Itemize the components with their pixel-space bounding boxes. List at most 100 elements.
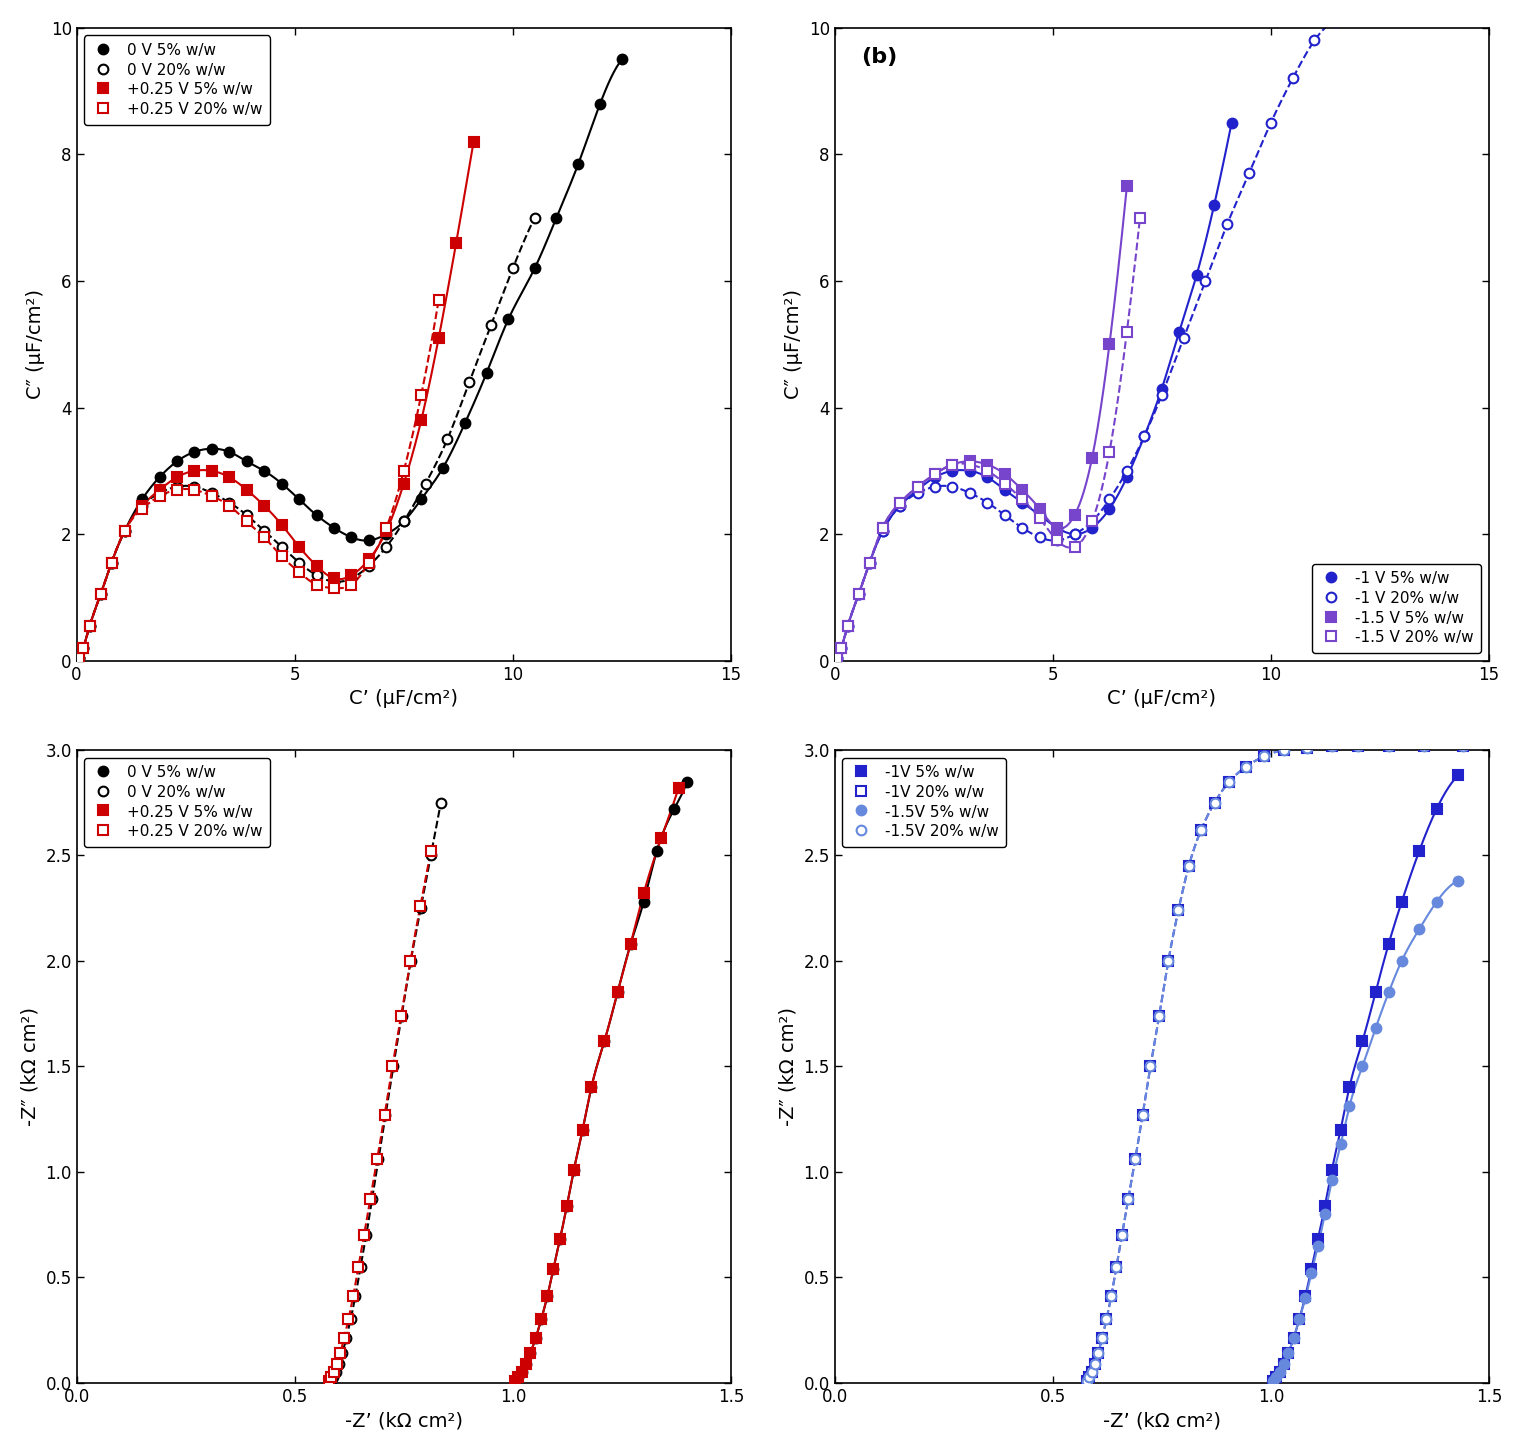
- +0.25 V 20% w/w: [324, 579, 343, 596]
- -1.5V 5% w/w: [1331, 1136, 1349, 1154]
- -1.5 V 20% w/w: [1048, 531, 1066, 548]
- 0 V 5% w/w: [203, 440, 221, 457]
- +0.25 V 5% w/w: [544, 1259, 562, 1277]
- +0.25 V 20% w/w: [133, 501, 151, 518]
- -1V 20% w/w: [1255, 747, 1273, 765]
- -1.5V 20% w/w: [1237, 757, 1255, 775]
- 0 V 20% w/w: [359, 557, 378, 575]
- +0.25 V 20% w/w: [75, 640, 93, 657]
- -1V 20% w/w: [1141, 1058, 1159, 1075]
- +0.25 V 5% w/w: [621, 936, 640, 953]
- -1 V 20% w/w: [1031, 528, 1049, 546]
- -1.5V 20% w/w: [1141, 1058, 1159, 1075]
- +0.25 V 20% w/w: [401, 952, 419, 969]
- -1.5 V 20% w/w: [1031, 509, 1049, 527]
- -1 V 5% w/w: [1048, 519, 1066, 537]
- -1.5 V 20% w/w: [860, 554, 879, 572]
- -1.5 V 20% w/w: [891, 493, 909, 511]
- -1V 20% w/w: [1133, 1106, 1151, 1123]
- 0 V 20% w/w: [186, 477, 204, 495]
- -1 V 20% w/w: [961, 485, 979, 502]
- -1 V 5% w/w: [874, 522, 892, 540]
- +0.25 V 20% w/w: [203, 488, 221, 505]
- -1.5 V 5% w/w: [1031, 501, 1049, 518]
- -1V 5% w/w: [1270, 1364, 1288, 1381]
- -1.5V 20% w/w: [1150, 1007, 1168, 1024]
- Legend: 0 V 5% w/w, 0 V 20% w/w, +0.25 V 5% w/w, +0.25 V 20% w/w: 0 V 5% w/w, 0 V 20% w/w, +0.25 V 5% w/w,…: [84, 35, 270, 125]
- 0 V 20% w/w: [394, 512, 413, 530]
- 0 V 20% w/w: [81, 617, 99, 634]
- -1 V 5% w/w: [832, 640, 850, 657]
- 0 V 20% w/w: [411, 900, 429, 917]
- Line: -1.5 V 20% w/w: -1.5 V 20% w/w: [832, 213, 1145, 663]
- -1.5 V 5% w/w: [839, 617, 857, 634]
- +0.25 V 20% w/w: [91, 586, 110, 604]
- 0 V 5% w/w: [525, 260, 544, 277]
- +0.25 V 20% w/w: [376, 1106, 394, 1123]
- -1V 5% w/w: [1284, 1329, 1302, 1347]
- 0 V 20% w/w: [525, 209, 544, 226]
- -1V 20% w/w: [1380, 737, 1398, 755]
- 0 V 5% w/w: [81, 617, 99, 634]
- +0.25 V 5% w/w: [343, 566, 361, 583]
- -1.5V 20% w/w: [1125, 1151, 1144, 1168]
- 0 V 5% w/w: [509, 1368, 527, 1386]
- -1V 20% w/w: [1119, 1190, 1138, 1207]
- 0 V 5% w/w: [434, 459, 452, 476]
- -1 V 5% w/w: [1013, 493, 1031, 511]
- +0.25 V 20% w/w: [254, 528, 273, 546]
- 0 V 5% w/w: [544, 1259, 562, 1277]
- -1 V 5% w/w: [1100, 501, 1118, 518]
- -1V 5% w/w: [1354, 1032, 1372, 1049]
- 0 V 5% w/w: [512, 1364, 530, 1381]
- -1V 20% w/w: [1220, 773, 1238, 791]
- +0.25 V 5% w/w: [551, 1230, 570, 1248]
- 0 V 20% w/w: [343, 570, 361, 588]
- Line: -1.5V 20% w/w: -1.5V 20% w/w: [1081, 741, 1468, 1386]
- Line: -1 V 20% w/w: -1 V 20% w/w: [832, 16, 1342, 663]
- 0 V 20% w/w: [91, 586, 110, 604]
- -1.5V 20% w/w: [1089, 1345, 1107, 1362]
- -1.5 V 5% w/w: [1013, 482, 1031, 499]
- 0 V 5% w/w: [621, 936, 640, 953]
- +0.25 V 5% w/w: [151, 482, 169, 499]
- +0.25 V 5% w/w: [574, 1120, 592, 1138]
- -1.5 V 20% w/w: [996, 474, 1014, 492]
- 0 V 5% w/w: [343, 528, 361, 546]
- -1.5V 20% w/w: [1159, 952, 1177, 969]
- -1V 20% w/w: [1150, 1007, 1168, 1024]
- -1V 5% w/w: [1366, 984, 1384, 1001]
- -1.5 V 5% w/w: [908, 477, 926, 495]
- -1.5 V 5% w/w: [961, 453, 979, 470]
- -1.5V 5% w/w: [1296, 1290, 1314, 1307]
- Line: 0 V 5% w/w: 0 V 5% w/w: [510, 776, 691, 1386]
- Line: -1.5 V 5% w/w: -1.5 V 5% w/w: [832, 181, 1132, 663]
- +0.25 V 5% w/w: [91, 586, 110, 604]
- 0 V 20% w/w: [308, 566, 326, 583]
- +0.25 V 20% w/w: [81, 617, 99, 634]
- +0.25 V 5% w/w: [652, 830, 670, 847]
- +0.25 V 20% w/w: [413, 386, 431, 403]
- -1 V 20% w/w: [978, 493, 996, 511]
- X-axis label: C’ (μF/cm²): C’ (μF/cm²): [349, 689, 458, 708]
- -1V 20% w/w: [1159, 952, 1177, 969]
- +0.25 V 5% w/w: [516, 1355, 535, 1373]
- 0 V 20% w/w: [402, 952, 420, 969]
- +0.25 V 5% w/w: [509, 1368, 527, 1386]
- 0 V 20% w/w: [203, 485, 221, 502]
- +0.25 V 20% w/w: [340, 1310, 358, 1328]
- -1 V 5% w/w: [1066, 525, 1084, 543]
- 0 V 5% w/w: [91, 586, 110, 604]
- +0.25 V 5% w/w: [465, 133, 483, 151]
- 0 V 20% w/w: [334, 1345, 352, 1362]
- 0 V 5% w/w: [221, 443, 239, 460]
- -1 V 20% w/w: [839, 617, 857, 634]
- -1.5V 5% w/w: [1270, 1364, 1288, 1381]
- -1V 5% w/w: [1308, 1230, 1327, 1248]
- 0 V 5% w/w: [133, 490, 151, 508]
- 0 V 5% w/w: [582, 1078, 600, 1096]
- -1.5V 5% w/w: [1410, 920, 1429, 937]
- +0.25 V 5% w/w: [102, 554, 120, 572]
- -1.5V 20% w/w: [1453, 737, 1471, 755]
- -1 V 20% w/w: [908, 485, 926, 502]
